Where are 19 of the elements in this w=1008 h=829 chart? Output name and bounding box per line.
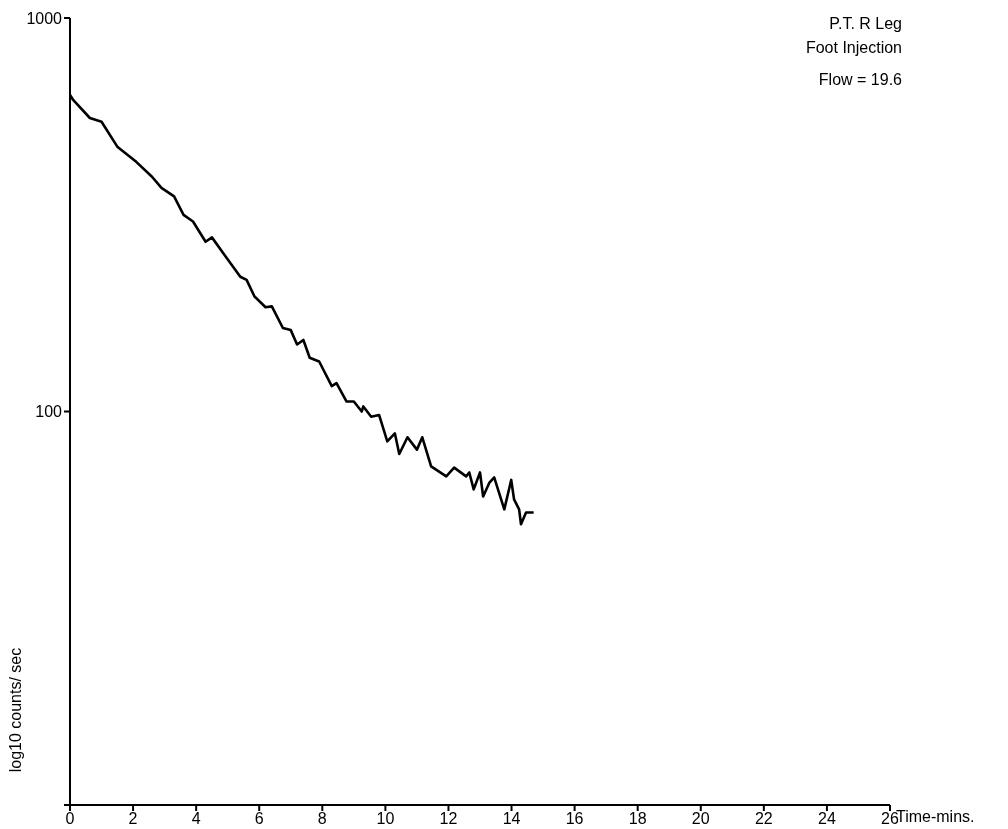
annotation: Flow = 19.6: [817, 70, 902, 90]
x-tick-label: 20: [691, 810, 710, 828]
y-axis-title: log10 counts/ sec: [7, 647, 25, 773]
chart-title: P.T. R Leg: [828, 14, 902, 34]
x-tick-label: 24: [818, 810, 836, 828]
text: Foot Injection: [805, 38, 902, 58]
x-tick-label: 4: [191, 810, 201, 828]
x-tick-label: 18: [628, 810, 647, 828]
x-tick-label: 22: [754, 810, 773, 828]
x-tick-label: 16: [565, 810, 584, 828]
y-tick-label: 100: [35, 403, 63, 421]
x-tick-label: 6: [254, 810, 264, 828]
x-tick-label: 8: [317, 810, 327, 828]
x-tick-label: 2: [128, 810, 138, 828]
x-tick-label: 14: [502, 810, 521, 828]
x-tick-label: 0: [65, 810, 75, 828]
y-tick-label: 1000: [26, 9, 63, 27]
x-tick-label: 10: [376, 810, 395, 828]
x-tick-label: 12: [439, 810, 458, 828]
